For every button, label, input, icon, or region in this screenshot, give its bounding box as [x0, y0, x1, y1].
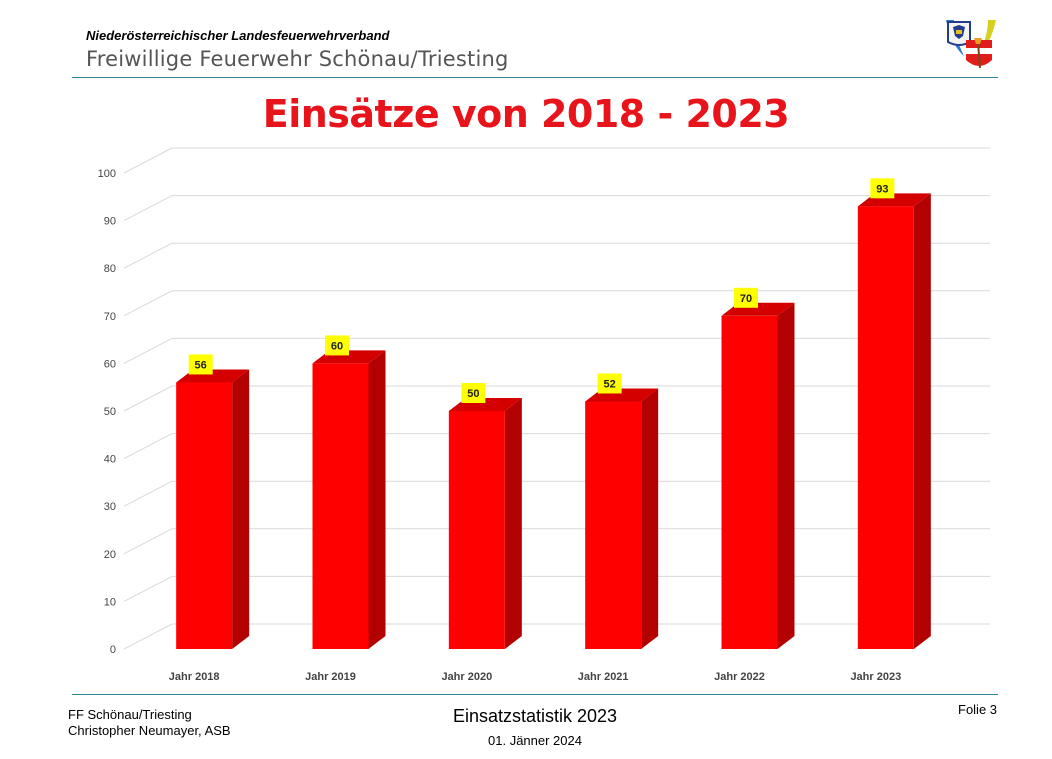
data-label: 52 [604, 378, 616, 390]
bar [721, 315, 778, 649]
gridline-depth [123, 147, 173, 174]
gridline-depth [123, 337, 173, 364]
data-label-box [870, 178, 895, 199]
data-label-box [597, 373, 622, 394]
footer-date: 01. Jänner 2024 [488, 733, 582, 748]
footer-divider [72, 694, 998, 695]
y-tick-label: 10 [104, 596, 116, 608]
footer-author: Christopher Neumayer, ASB [68, 723, 231, 738]
gridline-depth [123, 575, 173, 602]
header-divider [72, 77, 998, 78]
bar-side [913, 193, 931, 649]
bar [857, 206, 914, 649]
x-tick-label: Jahr 2020 [441, 671, 492, 683]
x-tick-label: Jahr 2021 [578, 671, 629, 683]
bar [585, 401, 642, 649]
slide-number: Folie 3 [958, 702, 998, 717]
x-tick-label: Jahr 2022 [714, 671, 765, 683]
x-tick-label: Jahr 2019 [305, 671, 356, 683]
data-label-box [325, 335, 349, 356]
y-tick-label: 30 [104, 501, 116, 513]
gridline-depth [123, 623, 173, 650]
data-label: 60 [331, 340, 343, 352]
y-tick-label: 80 [104, 263, 116, 275]
bar [312, 363, 369, 649]
y-tick-label: 0 [110, 644, 116, 656]
data-label: 50 [467, 388, 479, 400]
gridline-depth [123, 195, 173, 222]
bar-side [641, 388, 659, 649]
y-tick-label: 40 [104, 454, 116, 466]
bar-side [777, 302, 795, 649]
data-label-box [734, 287, 758, 308]
data-label-box [188, 354, 213, 375]
y-tick-label: 90 [104, 216, 116, 228]
bar-side [504, 398, 522, 649]
gridline-depth [123, 290, 173, 317]
y-tick-label: 100 [98, 168, 116, 180]
data-label-box [461, 383, 486, 403]
gridline-depth [123, 242, 173, 269]
bar-side [232, 369, 250, 649]
y-tick-label: 20 [104, 549, 116, 561]
footer-organization: FF Schönau/Triesting [68, 707, 192, 722]
bar [448, 411, 505, 649]
data-label: 70 [740, 293, 752, 305]
gridline-depth [123, 528, 173, 555]
x-tick-label: Jahr 2018 [169, 671, 220, 683]
y-tick-label: 70 [104, 311, 116, 323]
department-name: Freiwillige Feuerwehr Schönau/Triesting [86, 47, 509, 71]
data-label: 93 [876, 183, 888, 195]
bar [176, 382, 233, 649]
gridline-depth [123, 433, 173, 460]
bar-side [368, 350, 386, 649]
data-label: 56 [195, 359, 207, 371]
y-tick-label: 60 [104, 358, 116, 370]
footer-title: Einsatzstatistik 2023 [452, 706, 618, 726]
crest-logo-icon [946, 20, 996, 69]
y-tick-label: 50 [104, 406, 116, 418]
organization-name: Niederösterreichischer Landesfeuerwehrve… [86, 28, 390, 43]
gridline-depth [123, 480, 173, 507]
gridline-depth [123, 385, 173, 412]
x-tick-label: Jahr 2023 [850, 671, 901, 683]
chart-title: Einsätze von 2018 - 2023 [262, 92, 790, 136]
